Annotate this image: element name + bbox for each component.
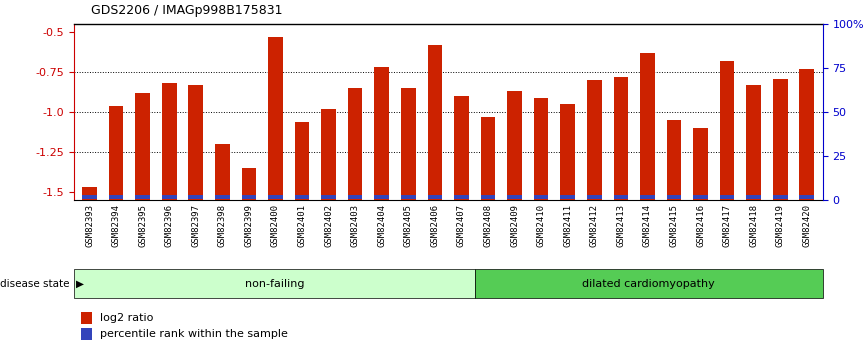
Text: GSM82413: GSM82413: [617, 204, 625, 247]
Bar: [189, 85, 204, 200]
Text: GSM82403: GSM82403: [351, 204, 359, 247]
Bar: [428, 195, 443, 199]
Bar: [294, 195, 309, 199]
Bar: [401, 88, 416, 200]
Text: GSM82409: GSM82409: [510, 204, 519, 247]
Text: GSM82395: GSM82395: [139, 204, 147, 247]
Text: percentile rank within the sample: percentile rank within the sample: [100, 329, 288, 339]
Text: GSM82412: GSM82412: [590, 204, 598, 247]
Bar: [81, 312, 93, 324]
Text: GSM82399: GSM82399: [244, 204, 254, 247]
Text: log2 ratio: log2 ratio: [100, 314, 153, 323]
Bar: [481, 117, 495, 200]
Bar: [746, 195, 761, 199]
Bar: [242, 168, 256, 200]
Bar: [81, 328, 93, 340]
Bar: [533, 98, 548, 200]
Bar: [746, 85, 761, 200]
Bar: [401, 195, 416, 199]
Text: GSM82407: GSM82407: [457, 204, 466, 247]
Bar: [640, 195, 655, 199]
Bar: [162, 83, 177, 200]
Text: GSM82408: GSM82408: [483, 204, 493, 247]
Bar: [109, 106, 124, 200]
Text: GSM82393: GSM82393: [85, 204, 94, 247]
Bar: [294, 122, 309, 200]
Bar: [693, 195, 708, 199]
Bar: [533, 195, 548, 199]
Bar: [82, 187, 97, 200]
Text: GSM82406: GSM82406: [430, 204, 439, 247]
Text: GSM82398: GSM82398: [218, 204, 227, 247]
Bar: [189, 195, 204, 199]
Bar: [268, 37, 283, 200]
Bar: [720, 195, 734, 199]
Bar: [374, 67, 389, 200]
Text: GSM82419: GSM82419: [776, 204, 785, 247]
Bar: [454, 96, 469, 200]
Bar: [799, 195, 814, 199]
Bar: [321, 109, 336, 200]
Text: GSM82418: GSM82418: [749, 204, 758, 247]
Bar: [242, 195, 256, 199]
Bar: [772, 79, 787, 200]
Bar: [693, 128, 708, 200]
Text: GSM82396: GSM82396: [165, 204, 174, 247]
Bar: [507, 91, 522, 200]
Bar: [507, 195, 522, 199]
Bar: [667, 120, 682, 200]
Bar: [454, 195, 469, 199]
Bar: [560, 195, 575, 199]
Bar: [667, 195, 682, 199]
Text: GSM82394: GSM82394: [112, 204, 120, 247]
Text: GSM82400: GSM82400: [271, 204, 280, 247]
Text: GDS2206 / IMAGp998B175831: GDS2206 / IMAGp998B175831: [91, 4, 282, 17]
Text: GSM82415: GSM82415: [669, 204, 678, 247]
Bar: [560, 104, 575, 200]
Bar: [135, 195, 150, 199]
Bar: [475, 269, 823, 298]
Bar: [74, 269, 475, 298]
Bar: [799, 69, 814, 200]
Text: dilated cardiomyopathy: dilated cardiomyopathy: [583, 279, 715, 289]
Bar: [348, 88, 363, 200]
Bar: [215, 195, 229, 199]
Bar: [720, 61, 734, 200]
Bar: [82, 195, 97, 199]
Bar: [772, 195, 787, 199]
Text: GSM82414: GSM82414: [643, 204, 652, 247]
Bar: [481, 195, 495, 199]
Bar: [162, 195, 177, 199]
Bar: [215, 144, 229, 200]
Bar: [640, 53, 655, 200]
Bar: [321, 195, 336, 199]
Text: GSM82416: GSM82416: [696, 204, 705, 247]
Bar: [135, 93, 150, 200]
Bar: [268, 195, 283, 199]
Text: GSM82404: GSM82404: [378, 204, 386, 247]
Text: GSM82417: GSM82417: [722, 204, 732, 247]
Text: GSM82420: GSM82420: [802, 204, 811, 247]
Text: GSM82410: GSM82410: [537, 204, 546, 247]
Text: GSM82402: GSM82402: [324, 204, 333, 247]
Text: GSM82411: GSM82411: [563, 204, 572, 247]
Bar: [428, 45, 443, 200]
Text: GSM82397: GSM82397: [191, 204, 200, 247]
Text: disease state  ▶: disease state ▶: [0, 279, 84, 289]
Bar: [348, 195, 363, 199]
Bar: [613, 195, 628, 199]
Bar: [109, 195, 124, 199]
Text: non-failing: non-failing: [244, 279, 304, 289]
Text: GSM82405: GSM82405: [404, 204, 413, 247]
Bar: [587, 80, 602, 200]
Text: GSM82401: GSM82401: [298, 204, 307, 247]
Bar: [374, 195, 389, 199]
Bar: [587, 195, 602, 199]
Bar: [613, 77, 628, 200]
